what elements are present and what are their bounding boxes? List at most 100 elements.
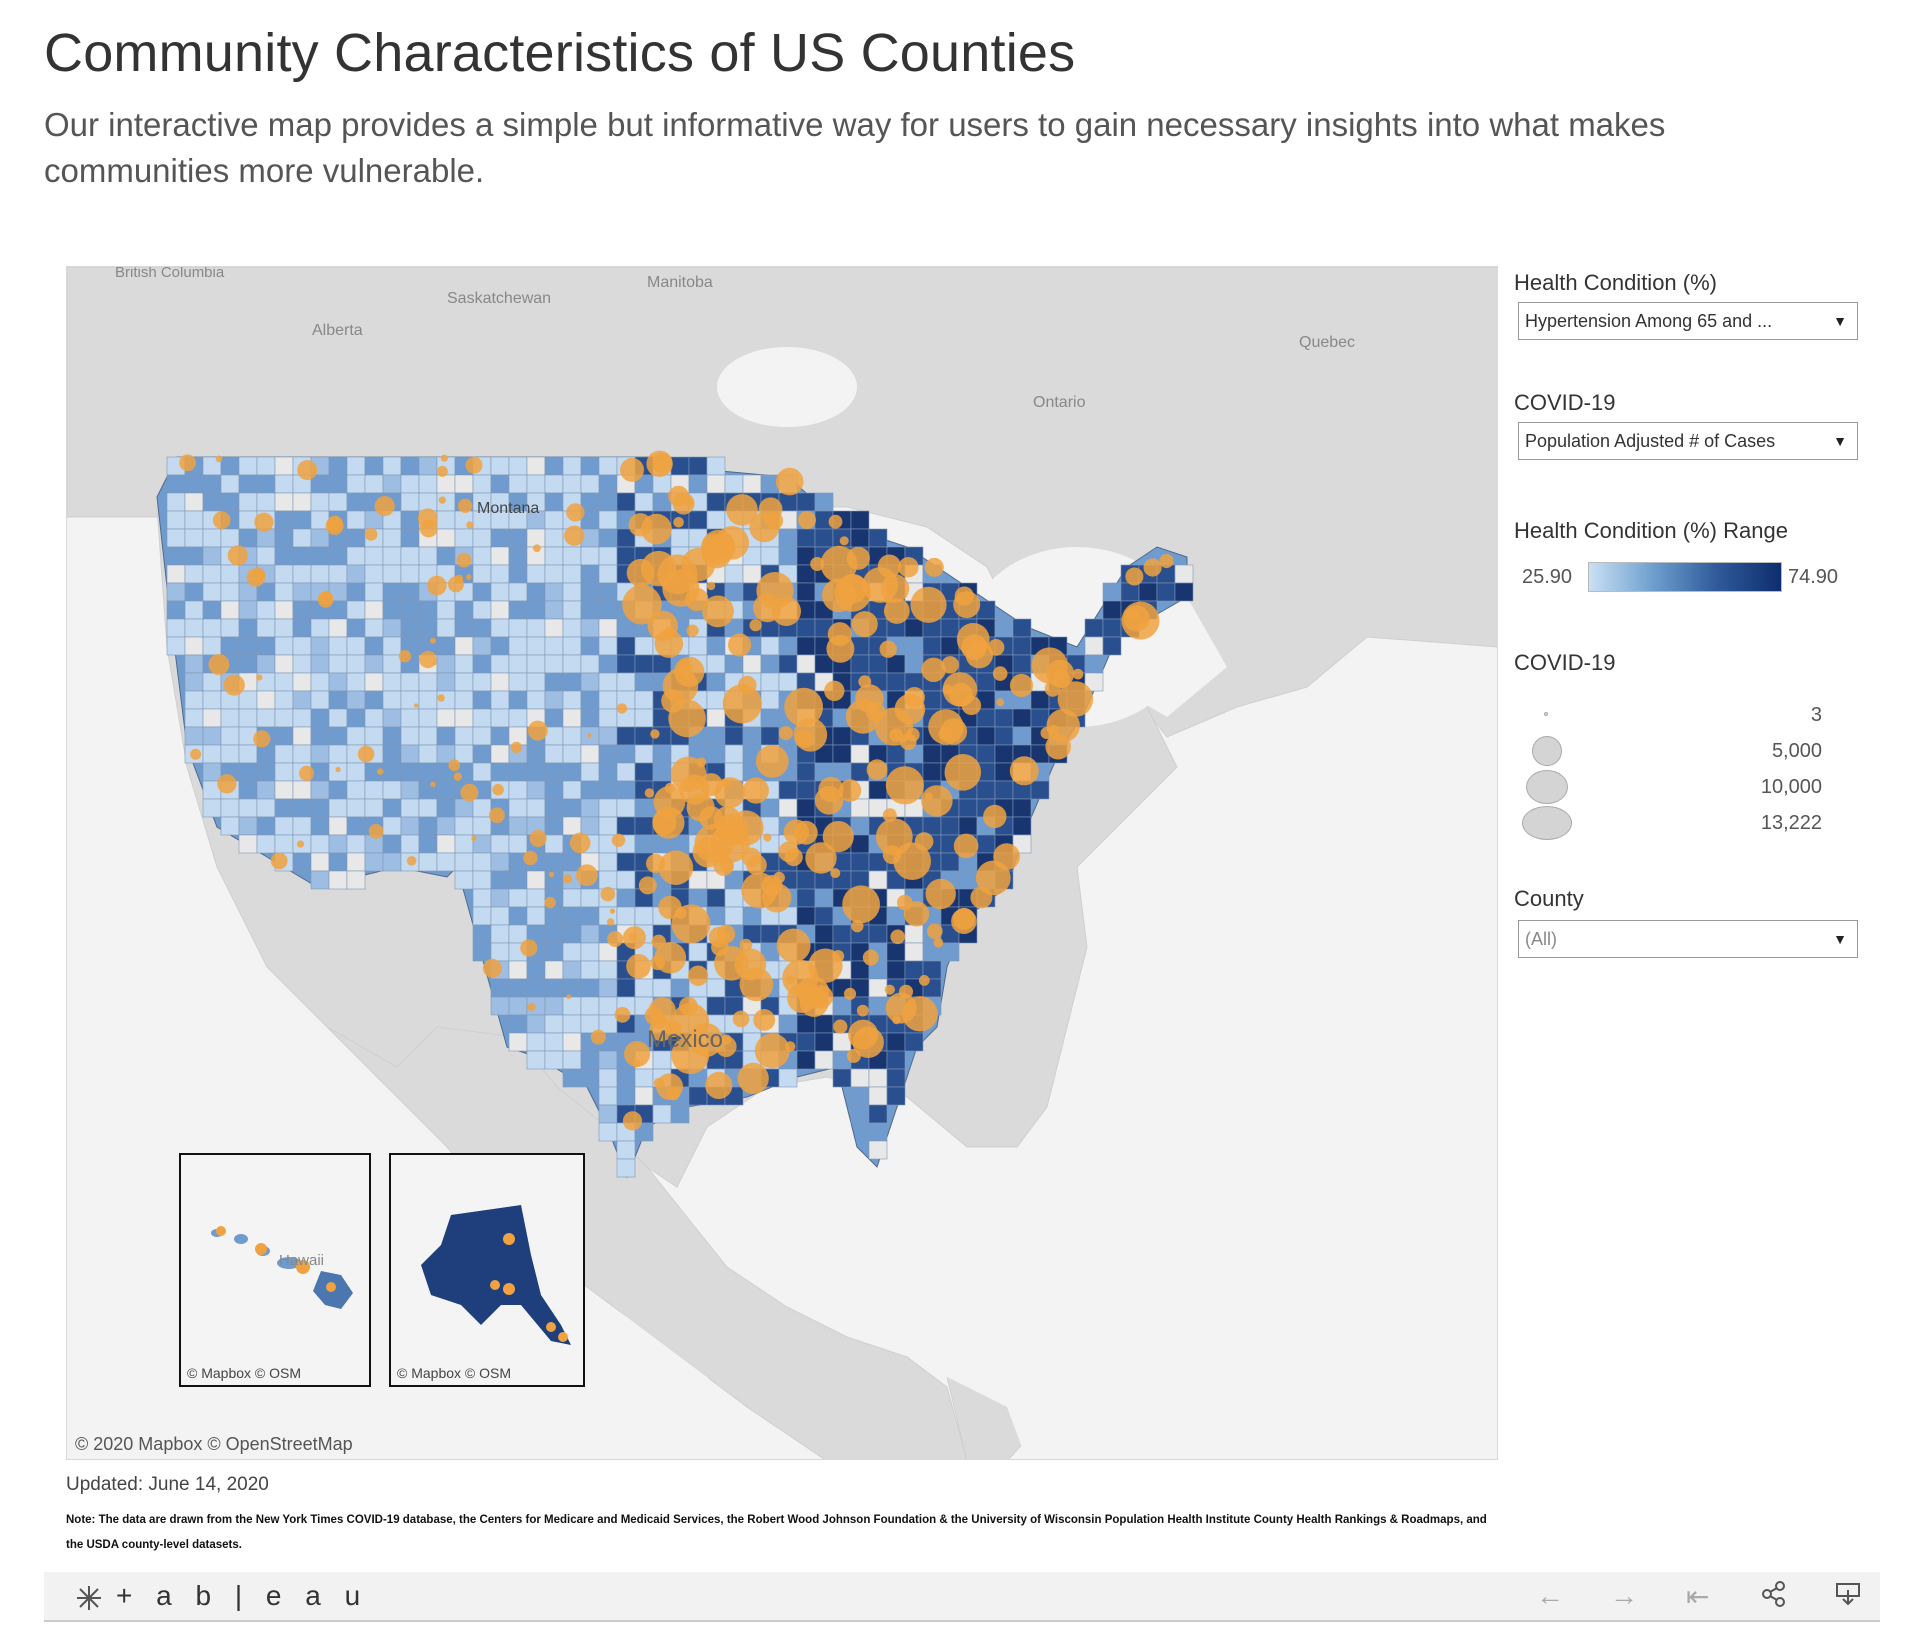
county-cell[interactable] [382, 798, 402, 818]
covid-marker[interactable] [983, 804, 1007, 829]
county-cell[interactable] [364, 780, 384, 800]
covid-marker[interactable] [732, 1010, 750, 1028]
county-cell[interactable] [562, 978, 582, 998]
county-cell[interactable] [238, 474, 258, 494]
covid-marker[interactable] [569, 832, 591, 854]
county-cell[interactable] [958, 816, 978, 836]
county-cell[interactable] [580, 582, 600, 602]
covid-marker[interactable] [628, 513, 652, 537]
county-cell[interactable] [1012, 816, 1032, 836]
county-cell[interactable] [544, 780, 564, 800]
county-cell[interactable] [292, 798, 312, 818]
county-cell[interactable] [634, 978, 654, 998]
covid-marker[interactable] [544, 896, 556, 909]
county-cell[interactable] [544, 978, 564, 998]
covid-marker[interactable] [527, 1002, 536, 1012]
covid-marker[interactable] [694, 824, 734, 863]
county-cell[interactable] [292, 672, 312, 692]
county-cell[interactable] [418, 762, 438, 782]
county-cell[interactable] [868, 654, 888, 674]
county-cell[interactable] [1084, 618, 1104, 638]
county-cell[interactable] [958, 870, 978, 890]
county-cell[interactable] [274, 726, 294, 746]
county-cell[interactable] [364, 708, 384, 728]
county-cell[interactable] [238, 690, 258, 710]
county-cell[interactable] [490, 600, 510, 620]
county-cell[interactable] [544, 996, 564, 1016]
covid-marker[interactable] [894, 693, 926, 725]
county-cell[interactable] [742, 654, 762, 674]
county-cell[interactable] [472, 924, 492, 944]
county-cell[interactable] [346, 834, 366, 854]
covid-marker[interactable] [335, 766, 341, 773]
county-cell[interactable] [202, 582, 222, 602]
county-cell[interactable] [418, 834, 438, 854]
covid-marker[interactable] [942, 684, 953, 695]
covid-marker[interactable] [427, 575, 447, 596]
county-cell[interactable] [508, 834, 528, 854]
county-cell[interactable] [544, 816, 564, 836]
covid-marker[interactable] [828, 514, 843, 529]
county-cell[interactable] [886, 1050, 906, 1070]
county-cell[interactable] [976, 708, 996, 728]
county-cell[interactable] [1030, 690, 1050, 710]
alaska-inset[interactable]: © Mapbox © OSM [389, 1153, 585, 1387]
county-cell[interactable] [562, 654, 582, 674]
county-cell[interactable] [922, 744, 942, 764]
county-cell[interactable] [238, 600, 258, 620]
county-cell[interactable] [238, 834, 258, 854]
county-cell[interactable] [562, 942, 582, 962]
county-cell[interactable] [562, 1068, 582, 1088]
county-cell[interactable] [436, 636, 456, 656]
covid-marker[interactable] [297, 460, 318, 480]
revert-icon[interactable]: ⇤ [1686, 1581, 1710, 1612]
county-cell[interactable] [562, 636, 582, 656]
county-cell[interactable] [778, 672, 798, 692]
covid-marker[interactable] [458, 498, 473, 513]
county-cell[interactable] [436, 834, 456, 854]
county-cell[interactable] [508, 672, 528, 692]
county-cell[interactable] [472, 762, 492, 782]
county-cell[interactable] [562, 924, 582, 944]
county-cell[interactable] [796, 636, 816, 656]
county-cell[interactable] [544, 906, 564, 926]
county-cell[interactable] [472, 690, 492, 710]
county-cell[interactable] [868, 924, 888, 944]
county-cell[interactable] [706, 456, 726, 476]
covid-marker[interactable] [824, 680, 845, 701]
county-cell[interactable] [454, 474, 474, 494]
county-cell[interactable] [526, 978, 546, 998]
county-cell[interactable] [490, 474, 510, 494]
county-cell[interactable] [292, 690, 312, 710]
county-cell[interactable] [1120, 582, 1140, 602]
county-cell[interactable] [616, 1086, 636, 1106]
county-cell[interactable] [850, 528, 870, 548]
county-cell[interactable] [472, 744, 492, 764]
covid-marker[interactable] [875, 818, 913, 856]
county-cell[interactable] [616, 780, 636, 800]
covid-marker[interactable] [296, 840, 305, 848]
county-cell[interactable] [436, 726, 456, 746]
covid-marker[interactable] [527, 720, 548, 741]
covid-marker[interactable] [1127, 608, 1139, 620]
covid-marker[interactable] [996, 698, 1005, 707]
covid-marker[interactable] [783, 819, 809, 845]
covid-marker[interactable] [616, 703, 628, 714]
county-cell[interactable] [616, 888, 636, 908]
county-cell[interactable] [814, 1032, 834, 1052]
county-cell[interactable] [346, 546, 366, 566]
county-cell[interactable] [310, 870, 330, 890]
county-cell[interactable] [400, 798, 420, 818]
county-cell[interactable] [328, 780, 348, 800]
county-cell[interactable] [184, 654, 204, 674]
county-cell[interactable] [670, 978, 690, 998]
covid-marker[interactable] [1072, 668, 1084, 680]
county-cell[interactable] [310, 798, 330, 818]
county-cell[interactable] [274, 564, 294, 584]
county-cell[interactable] [1174, 564, 1194, 584]
county-cell[interactable] [580, 708, 600, 728]
county-cell[interactable] [616, 816, 636, 836]
county-cell[interactable] [598, 960, 618, 980]
county-cell[interactable] [328, 708, 348, 728]
county-cell[interactable] [472, 474, 492, 494]
